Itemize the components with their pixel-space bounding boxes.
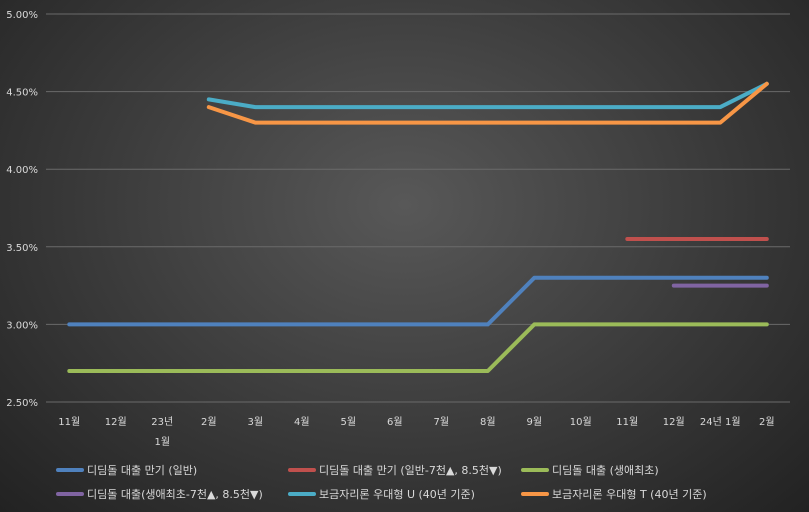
x-tick-label: 8월 — [480, 416, 496, 428]
x-tick-label: 2월 — [759, 416, 775, 428]
series-line-1 — [67, 275, 769, 327]
x-tick-label: 12월 — [663, 416, 685, 428]
x-tick-label: 23년 1월 — [151, 416, 173, 448]
legend-label: 보금자리론 우대형 U (40년 기준) — [319, 488, 475, 501]
x-tick-label: 3월 — [247, 416, 263, 428]
x-tick-label: 10월 — [570, 416, 592, 428]
y-tick-label: 4.00% — [6, 165, 38, 176]
x-tick-label: 7월 — [433, 416, 449, 428]
x-tick-label: 12월 — [105, 416, 127, 428]
x-tick-label: 11월 — [58, 416, 80, 428]
x-tick-label: 9월 — [526, 416, 542, 428]
x-tick-label: 4월 — [294, 416, 310, 428]
y-tick-label: 3.50% — [6, 243, 38, 254]
y-tick-label: 4.50% — [6, 88, 38, 99]
legend-label: 보금자리론 우대형 T (40년 기준) — [552, 488, 707, 501]
legend-label: 디딤돌 대출 만기 (일반-7천▲, 8.5천▼) — [319, 463, 502, 477]
y-tick-label: 3.00% — [6, 320, 38, 331]
y-tick-label: 5.00% — [6, 10, 38, 21]
series-line-5 — [206, 81, 769, 110]
legend-label: 디딤돌 대출 (생애최초) — [552, 464, 659, 477]
y-tick-label: 2.50% — [6, 398, 38, 409]
series-line-6 — [206, 81, 769, 125]
x-tick-label: 6월 — [387, 416, 403, 428]
legend-label: 디딤돌 대출(생애최초-7천▲, 8.5천▼) — [87, 487, 263, 501]
x-tick-label: 5월 — [340, 416, 356, 428]
x-tick-label: 11월 — [616, 416, 638, 428]
series-line-3 — [67, 322, 769, 373]
x-tick-label: 24년 1월 — [700, 416, 741, 428]
x-tick-label: 2월 — [201, 416, 217, 428]
legend-label: 디딤돌 대출 만기 (일반) — [87, 463, 197, 477]
